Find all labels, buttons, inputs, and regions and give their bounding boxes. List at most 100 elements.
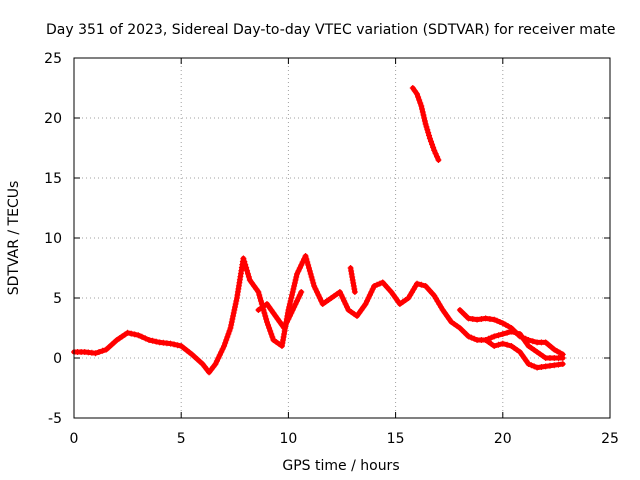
data-point-marker [519, 334, 526, 341]
data-point-marker [212, 361, 219, 367]
y-tick-label: 0 [53, 351, 62, 367]
chart-title: Day 351 of 2023, Sidereal Day-to-day VTE… [46, 22, 616, 38]
data-point-marker [525, 337, 532, 343]
data-point-marker [233, 298, 240, 304]
x-axis-label: GPS time / hours [282, 458, 399, 474]
y-tick-label: 20 [44, 111, 62, 127]
data-point-marker [525, 361, 532, 367]
data-point-marker [499, 331, 506, 337]
data-point-marker [529, 338, 536, 345]
data-point-marker [295, 295, 302, 301]
y-axis-label: SDTVAR / TECUs [6, 181, 22, 296]
data-point-marker [551, 362, 558, 369]
data-point-marker [231, 307, 238, 313]
data-point-marker [288, 295, 295, 301]
data-point-marker [559, 351, 566, 358]
data-point-marker [349, 277, 356, 283]
data-point-marker [531, 363, 538, 370]
data-point-marker [226, 328, 233, 334]
data-point-marker [135, 332, 142, 339]
data-point-marker [293, 274, 300, 280]
data-point-marker [421, 118, 428, 124]
data-layer [71, 85, 566, 376]
data-point-marker [268, 331, 275, 337]
data-point-marker [257, 295, 264, 301]
data-point-marker [426, 132, 433, 139]
data-point-marker [216, 352, 223, 358]
data-point-marker [281, 325, 288, 331]
data-point-marker [215, 355, 222, 361]
series-sdtvar-upper-branch [255, 289, 305, 331]
data-point-marker [425, 129, 432, 136]
data-point-marker [149, 337, 156, 344]
data-point-marker [311, 283, 318, 289]
data-point-marker [555, 361, 562, 368]
data-point-marker [559, 361, 566, 367]
data-point-marker [146, 337, 153, 343]
data-point-marker [546, 362, 553, 369]
data-point-marker [495, 341, 502, 348]
data-point-marker [469, 316, 476, 322]
data-point-marker [468, 334, 475, 341]
data-point-marker [255, 289, 262, 295]
data-point-marker [423, 123, 430, 130]
data-point-marker [349, 274, 356, 280]
y-tick-label: 10 [44, 231, 62, 247]
data-point-marker [293, 271, 300, 277]
data-point-marker [286, 304, 293, 310]
data-point-marker [296, 292, 303, 298]
data-point-marker [418, 103, 425, 109]
data-point-marker [280, 337, 287, 343]
data-point-marker [474, 316, 481, 323]
data-point-marker [421, 115, 428, 121]
series-sdtvar-late-branch [456, 307, 566, 358]
data-point-marker [290, 286, 297, 292]
data-point-marker [516, 333, 523, 340]
data-point-marker [266, 325, 273, 331]
data-point-marker [243, 264, 250, 271]
y-tick-label: -5 [48, 411, 62, 427]
data-point-marker [491, 316, 498, 323]
data-point-marker [228, 322, 235, 328]
data-point-marker [282, 322, 289, 328]
data-point-marker [371, 283, 378, 289]
data-point-marker [318, 298, 325, 304]
x-tick-label: 25 [601, 431, 619, 447]
data-point-marker [339, 295, 346, 301]
data-point-marker [92, 350, 99, 357]
x-tick-label: 0 [70, 431, 79, 447]
x-tick-label: 20 [494, 431, 512, 447]
data-point-marker [305, 262, 312, 268]
data-point-marker [350, 280, 357, 286]
data-point-marker [240, 255, 247, 262]
data-point-marker [538, 364, 545, 370]
data-point-marker [336, 289, 343, 295]
data-point-marker [267, 328, 274, 334]
data-point-marker [221, 343, 228, 349]
data-point-marker [308, 274, 315, 280]
data-point-marker [298, 289, 305, 295]
data-point-marker [128, 330, 135, 337]
data-point-marker [430, 144, 437, 151]
data-point-marker [496, 319, 503, 325]
data-point-marker [263, 316, 270, 322]
data-point-marker [414, 91, 421, 97]
data-point-marker [138, 333, 145, 340]
series-sdtvar-high-segment [409, 85, 442, 163]
data-point-marker [427, 138, 434, 145]
data-point-marker [362, 301, 369, 307]
data-point-marker [491, 333, 498, 340]
x-tick-label: 5 [177, 431, 186, 447]
data-point-marker [364, 298, 371, 304]
data-point-marker [306, 268, 313, 274]
data-point-marker [426, 135, 433, 142]
data-point-marker [338, 292, 345, 298]
data-point-marker [229, 316, 236, 322]
data-point-marker [344, 304, 351, 310]
data-point-marker [218, 349, 225, 355]
data-point-marker [418, 281, 425, 288]
data-point-marker [227, 325, 234, 331]
data-point-marker [504, 341, 511, 348]
data-point-marker [222, 340, 229, 346]
data-point-marker [434, 153, 441, 160]
